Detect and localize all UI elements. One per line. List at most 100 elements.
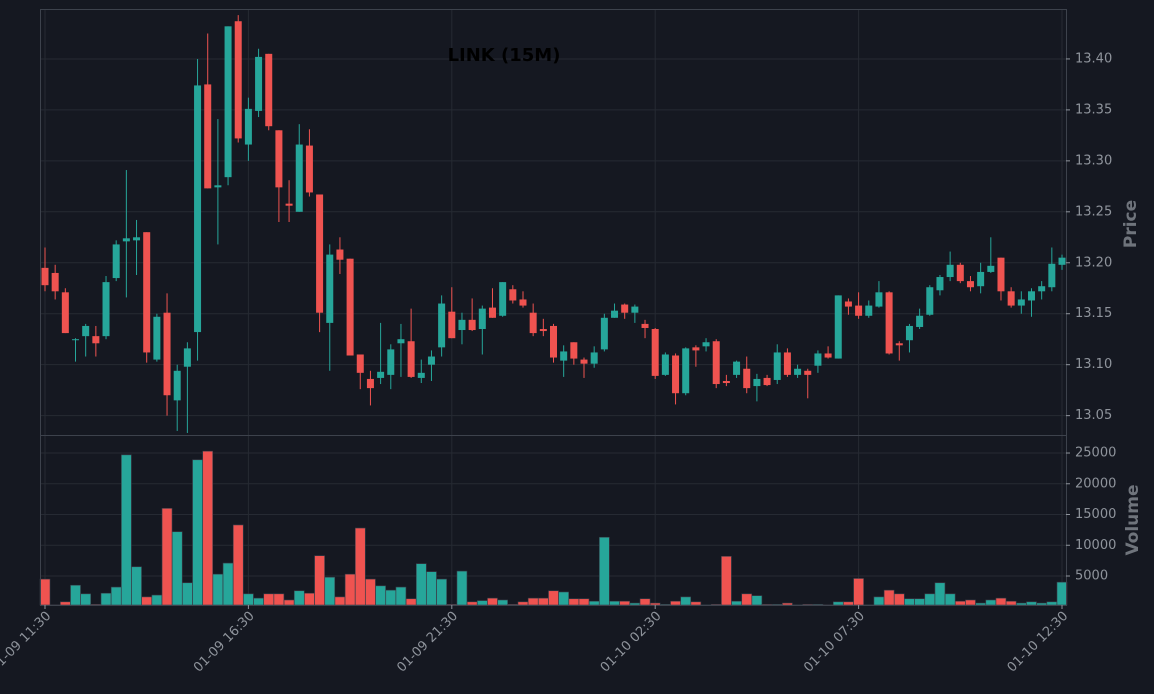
candle-body	[244, 108, 252, 145]
volume-bar	[497, 599, 508, 606]
candle-body	[550, 325, 557, 358]
candle-body	[722, 380, 730, 384]
volume-bar	[192, 459, 203, 606]
candle-body	[966, 281, 974, 288]
volume-bar	[1026, 601, 1037, 606]
volume-bar	[141, 596, 152, 606]
candle-body	[397, 339, 405, 344]
volume-bar	[761, 603, 773, 606]
candle-body	[783, 352, 791, 375]
volume-bar	[344, 573, 356, 606]
candle-body	[72, 339, 80, 341]
candle-body	[234, 21, 242, 139]
candle-body	[743, 368, 751, 389]
candle-body	[997, 257, 1005, 292]
volume-tick-label: 20000	[1075, 476, 1116, 491]
volume-bar	[182, 582, 193, 606]
candle-body	[1038, 286, 1046, 292]
candle-body	[875, 292, 883, 307]
volume-bar	[721, 556, 732, 606]
candle-body	[946, 264, 954, 278]
candle-body	[753, 378, 761, 387]
candle-body	[916, 315, 924, 327]
candle-body	[519, 299, 527, 306]
volume-bar	[405, 598, 417, 606]
volume-bar	[507, 603, 519, 606]
volume-bar	[273, 593, 285, 606]
candle-body	[427, 356, 435, 365]
candle-body	[590, 352, 598, 364]
candle-body	[865, 305, 873, 316]
volume-bar	[121, 454, 132, 606]
candle-body	[987, 265, 995, 272]
volume-axis-label: Volume	[1123, 484, 1143, 555]
candle-body	[1048, 263, 1056, 288]
volume-bar	[812, 603, 824, 606]
candle-body	[763, 377, 771, 386]
candle-body	[956, 264, 964, 282]
candle-body	[692, 347, 700, 351]
volume-bar	[1036, 602, 1047, 606]
volume-bar	[538, 597, 549, 606]
volume-bar	[690, 601, 702, 606]
candle-body	[499, 282, 507, 316]
candle-body	[621, 304, 629, 313]
candle-body	[529, 312, 537, 334]
candle-body	[641, 323, 649, 328]
candle-body	[1027, 291, 1035, 301]
volume-bar	[222, 562, 234, 606]
candle-body	[305, 145, 313, 193]
volume-bar	[751, 595, 763, 606]
candle-body	[814, 353, 822, 366]
volume-bar	[395, 586, 407, 606]
candle-body	[834, 295, 842, 359]
volume-bar	[639, 598, 651, 606]
candle-body	[194, 85, 202, 333]
volume-bar	[80, 593, 91, 606]
candle-body	[41, 267, 49, 286]
volume-bar	[365, 578, 376, 606]
volume-bar	[314, 555, 325, 606]
candle-body	[509, 289, 517, 301]
candle-body	[377, 371, 385, 378]
candle-body	[346, 258, 354, 356]
volume-bar	[415, 563, 427, 606]
volume-bar	[782, 602, 793, 606]
candle-body	[855, 305, 863, 316]
volume-bar	[100, 592, 112, 606]
volume-bar	[568, 598, 580, 606]
volume-bar	[466, 601, 478, 606]
candle-body	[122, 238, 130, 242]
volume-bar	[324, 576, 336, 606]
candle-body	[255, 56, 263, 111]
candle-body	[82, 325, 90, 337]
volume-bar	[578, 598, 590, 606]
y-tick-label: 13.10	[1075, 357, 1112, 372]
candle-body	[926, 287, 934, 315]
volume-bar	[70, 584, 81, 606]
volume-bar	[975, 602, 986, 606]
volume-bar	[487, 597, 498, 606]
candle-body	[560, 351, 568, 361]
volume-bar	[243, 593, 254, 606]
volume-bar	[965, 599, 976, 606]
candle-body	[611, 310, 619, 318]
candle-body	[977, 271, 985, 287]
candle-body	[824, 353, 832, 358]
volume-bar	[771, 603, 783, 606]
candle-body	[204, 84, 212, 189]
candle-body	[183, 348, 191, 367]
volume-bar	[527, 597, 539, 606]
volume-bar	[283, 599, 295, 606]
candle-body	[631, 306, 639, 313]
volume-tick-label: 25000	[1075, 446, 1116, 461]
volume-bar	[893, 593, 905, 606]
volume-bar	[914, 598, 925, 606]
volume-bar	[1056, 581, 1068, 606]
candle-body	[102, 282, 110, 337]
candle-body	[275, 130, 283, 188]
candle-body	[438, 303, 446, 348]
volume-bar	[843, 601, 854, 606]
y-tick-label: 13.35	[1075, 102, 1112, 117]
candle-body	[92, 336, 100, 344]
